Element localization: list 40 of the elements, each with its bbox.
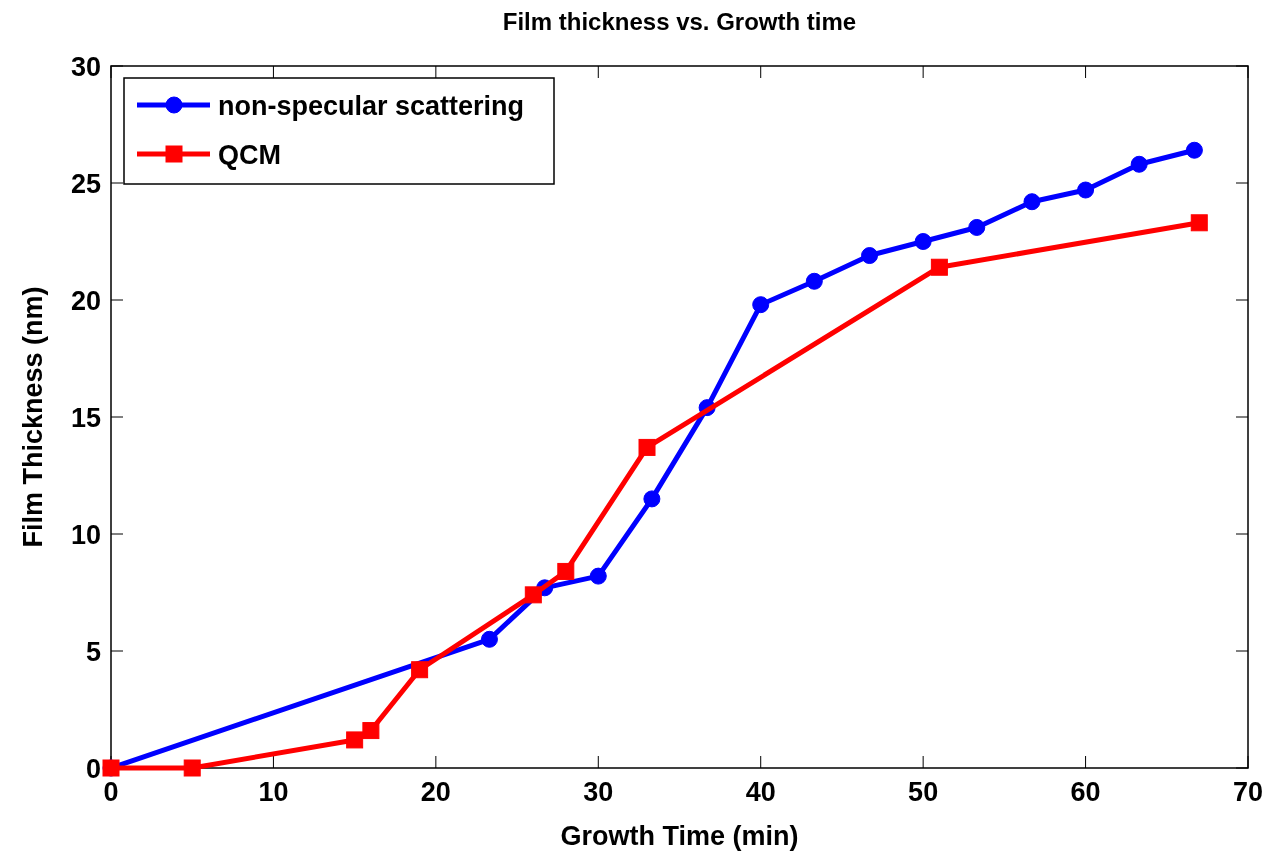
x-tick-label: 20 xyxy=(420,777,451,807)
y-tick-label: 20 xyxy=(70,286,101,316)
point xyxy=(524,586,542,604)
point xyxy=(589,567,607,585)
point xyxy=(643,490,661,508)
y-axis-title: Film Thickness (nm) xyxy=(18,286,48,548)
y-tick-label: 25 xyxy=(70,169,101,199)
x-tick-label: 40 xyxy=(745,777,776,807)
point xyxy=(638,438,656,456)
y-tick-label: 10 xyxy=(70,520,101,550)
point xyxy=(861,247,879,265)
x-tick-label: 60 xyxy=(1070,777,1101,807)
x-tick-label: 50 xyxy=(908,777,939,807)
point xyxy=(557,562,575,580)
x-tick-label: 10 xyxy=(258,777,289,807)
point xyxy=(1130,155,1148,173)
point xyxy=(914,233,932,250)
y-tick-label: 15 xyxy=(70,403,101,433)
legend-label: QCM xyxy=(218,140,281,170)
point xyxy=(930,258,948,276)
point xyxy=(411,661,429,679)
x-axis-title: Growth Time (min) xyxy=(560,821,799,851)
point xyxy=(183,759,201,777)
point xyxy=(752,296,770,314)
point xyxy=(1023,193,1041,211)
x-tick-label: 30 xyxy=(583,777,614,807)
legend-label: non-specular scattering xyxy=(218,91,525,121)
point xyxy=(805,272,823,290)
y-tick-label: 5 xyxy=(85,637,101,667)
point xyxy=(1077,181,1095,199)
point xyxy=(968,218,986,236)
point xyxy=(1190,214,1208,232)
point xyxy=(346,731,364,749)
y-tick-label: 0 xyxy=(85,754,101,784)
point xyxy=(1185,141,1203,159)
point xyxy=(362,722,380,740)
x-tick-label: 70 xyxy=(1232,777,1264,807)
point xyxy=(480,630,498,648)
chart-title: Film thickness vs. Growth time xyxy=(502,8,857,35)
y-tick-label: 30 xyxy=(70,52,101,82)
